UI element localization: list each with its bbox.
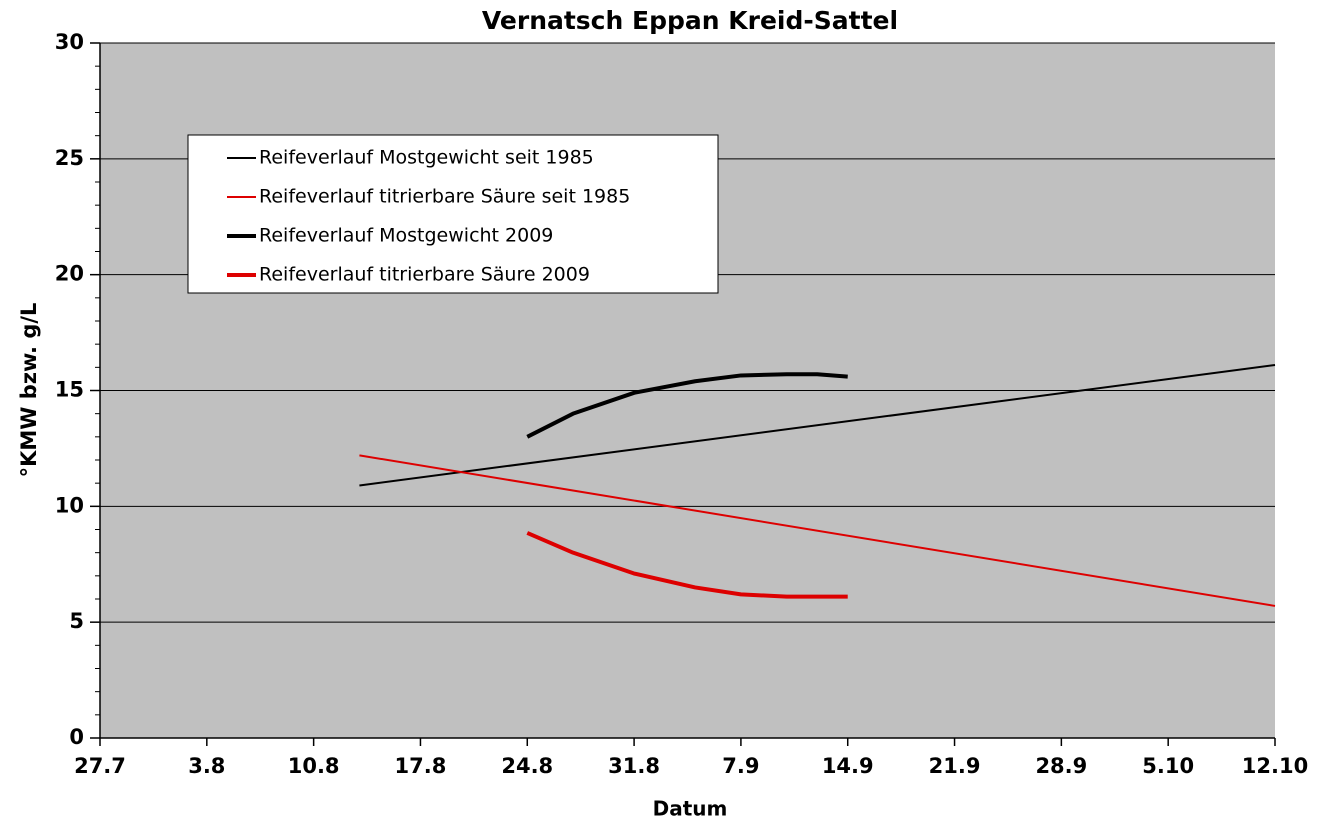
x-axis-title: Datum <box>653 797 728 821</box>
y-tick-label: 25 <box>55 146 84 170</box>
x-tick-label: 27.7 <box>74 754 126 778</box>
y-tick-label: 0 <box>69 725 84 749</box>
y-tick-label: 30 <box>55 30 84 54</box>
legend: Reifeverlauf Mostgewicht seit 1985 Reifev… <box>187 134 719 294</box>
series-line <box>526 372 848 439</box>
y-tick-label: 5 <box>69 609 84 633</box>
x-tick-label: 17.8 <box>395 754 447 778</box>
x-tick-label: 31.8 <box>608 754 660 778</box>
y-tick-label: 20 <box>55 262 84 286</box>
x-tick-label: 7.9 <box>722 754 759 778</box>
x-tick-label: 24.8 <box>501 754 553 778</box>
series-line <box>359 364 1276 487</box>
legend-box <box>187 134 719 294</box>
series-line <box>526 531 848 599</box>
x-tick-label: 10.8 <box>288 754 340 778</box>
chart-title: Vernatsch Eppan Kreid-Sattel <box>482 6 898 35</box>
legend-label: Reifeverlauf titrierbare Säure 2009 <box>259 264 590 286</box>
x-tick-label: 12.10 <box>1242 754 1308 778</box>
series-line <box>359 454 1276 607</box>
y-tick-label: 10 <box>55 493 84 517</box>
legend-label: Reifeverlauf Mostgewicht 2009 <box>259 225 553 247</box>
x-tick-label: 21.9 <box>929 754 981 778</box>
legend-label: Reifeverlauf Mostgewicht seit 1985 <box>259 147 594 169</box>
y-axis-title: °KMW bzw. g/L <box>17 303 41 478</box>
x-tick-label: 28.9 <box>1035 754 1087 778</box>
x-tick-label: 5.10 <box>1142 754 1194 778</box>
legend-label: Reifeverlauf titrierbare Säure seit 1985 <box>259 186 630 208</box>
x-tick-label: 3.8 <box>188 754 225 778</box>
y-tick-label: 15 <box>55 378 84 402</box>
x-tick-label: 14.9 <box>822 754 874 778</box>
